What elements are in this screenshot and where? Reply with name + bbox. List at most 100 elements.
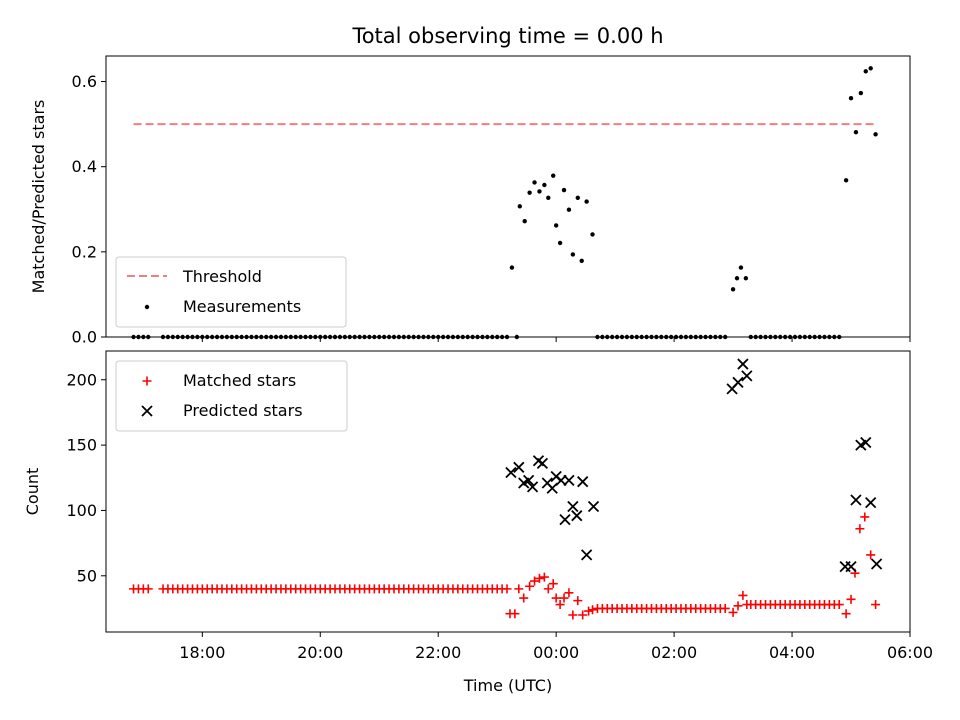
- predicted-stars-point: [523, 474, 535, 487]
- legend-box: [115, 256, 347, 328]
- measurement-point: [858, 90, 864, 96]
- x-tick-label: 04:00: [769, 643, 815, 662]
- predicted-stars-point: [860, 436, 872, 449]
- measurement-point: [537, 189, 542, 194]
- predicted-stars-point: [577, 476, 589, 488]
- matched-stars-point: [514, 584, 524, 594]
- measurement-point: [509, 265, 515, 270]
- predicted-stars-point: [587, 500, 600, 513]
- legend-box: [115, 360, 348, 432]
- measurement-point: [553, 223, 559, 228]
- axes-frame: [105, 55, 911, 338]
- measurement-point: [557, 240, 563, 246]
- measurement-point: [579, 258, 584, 263]
- x-tick-label: 18:00: [179, 643, 225, 662]
- predicted-stars-point: [563, 474, 575, 487]
- y-tick-label: 0.2: [72, 242, 97, 261]
- predicted-stars-point: [505, 466, 517, 479]
- measurement-point: [561, 187, 567, 193]
- predicted-stars-point: [571, 510, 583, 522]
- legend-label-measurements: Measurements: [183, 297, 301, 316]
- matched-stars-point: [555, 600, 565, 610]
- matched-stars-point: [871, 600, 881, 610]
- measurement-point: [570, 252, 576, 257]
- measurement-point: [873, 132, 878, 137]
- predicted-stars-point: [526, 481, 539, 493]
- measurement-point: [527, 190, 532, 195]
- legend-label-matched-stars: Matched stars: [183, 371, 296, 390]
- y-tick-label: 50: [77, 566, 97, 585]
- measurement-point: [546, 195, 551, 200]
- matched-stars-point: [534, 573, 544, 583]
- measurement-point: [730, 287, 736, 292]
- matched-stars-point: [519, 593, 529, 603]
- legend-matched-marker: [142, 376, 152, 386]
- matched-stars-point: [510, 609, 520, 619]
- matched-stars-point: [143, 584, 153, 594]
- matched-stars-point: [588, 605, 598, 615]
- matched-stars-point: [543, 584, 553, 594]
- measurement-point: [743, 276, 749, 281]
- measurement-point: [848, 95, 854, 101]
- measurement-point: [517, 204, 522, 209]
- legend-label-threshold: Threshold: [182, 267, 262, 286]
- matched-stars-point: [841, 609, 851, 619]
- x-tick-label: 20:00: [297, 643, 343, 662]
- y-tick-label: 0.0: [72, 328, 97, 347]
- matched-stars-point: [551, 593, 561, 603]
- predicted-stars-point: [559, 513, 571, 526]
- predicted-stars-point: [870, 558, 883, 570]
- matched-stars-point: [564, 588, 574, 598]
- matched-stars-point: [584, 606, 594, 616]
- measurement-point: [542, 182, 547, 188]
- legend-measurements-marker: [144, 304, 150, 310]
- predicted-stars-point: [865, 496, 877, 509]
- y-tick-label: 0.6: [72, 72, 97, 91]
- matched-stars-point: [860, 512, 870, 522]
- figure-title: Total observing time = 0.00 h: [351, 24, 663, 48]
- matched-stars-point: [559, 593, 569, 603]
- measurement-point: [566, 207, 572, 212]
- bottom-panel: 50 100 150 200 18:00 20:00 22:00 00:00 02:00 04:0…: [23, 350, 933, 695]
- matched-stars-point: [733, 601, 743, 611]
- measurement-point: [863, 69, 868, 74]
- predicted-stars-point: [580, 549, 593, 561]
- measurement-point: [853, 130, 859, 135]
- measurement-point: [551, 173, 556, 178]
- predicted-stars-point: [737, 358, 749, 370]
- predicted-stars-point: [546, 482, 558, 494]
- matched-stars-point: [578, 610, 588, 620]
- matched-stars-point: [855, 524, 865, 534]
- measurement-point: [590, 232, 595, 237]
- matched-stars-point: [539, 572, 549, 582]
- measurement-point: [575, 195, 580, 200]
- y-tick-label: 0.4: [72, 157, 97, 176]
- legend-predicted-marker: [141, 405, 153, 417]
- x-axis-label: Time (UTC): [463, 676, 552, 695]
- matched-stars-point: [568, 610, 578, 620]
- matched-stars-point: [846, 594, 856, 604]
- predicted-stars-point: [741, 370, 753, 382]
- predicted-stars-point: [513, 461, 525, 473]
- matched-stars-point: [720, 603, 730, 613]
- measurement-point: [734, 276, 740, 281]
- top-panel: 0.0 0.2 0.4 0.6 Matched/Predicted stars Thres…: [29, 55, 911, 347]
- measurement-point: [868, 66, 873, 71]
- matched-stars-point: [573, 596, 583, 606]
- predicted-stars-point: [536, 457, 549, 470]
- measurement-point: [738, 265, 744, 270]
- x-tick-label: 22:00: [415, 643, 461, 662]
- matched-stars-point: [742, 600, 752, 610]
- y-axis-label: Count: [23, 468, 42, 516]
- matched-stars-point: [738, 590, 748, 600]
- matched-stars-point: [728, 607, 738, 617]
- x-tick-label: 02:00: [651, 643, 697, 662]
- matched-stars-point: [525, 581, 535, 591]
- predicted-stars-point: [732, 376, 744, 389]
- matched-stars-point: [530, 576, 540, 586]
- predicted-stars-point: [567, 500, 579, 513]
- predicted-stars-point: [845, 561, 857, 573]
- measurement-point: [532, 180, 537, 185]
